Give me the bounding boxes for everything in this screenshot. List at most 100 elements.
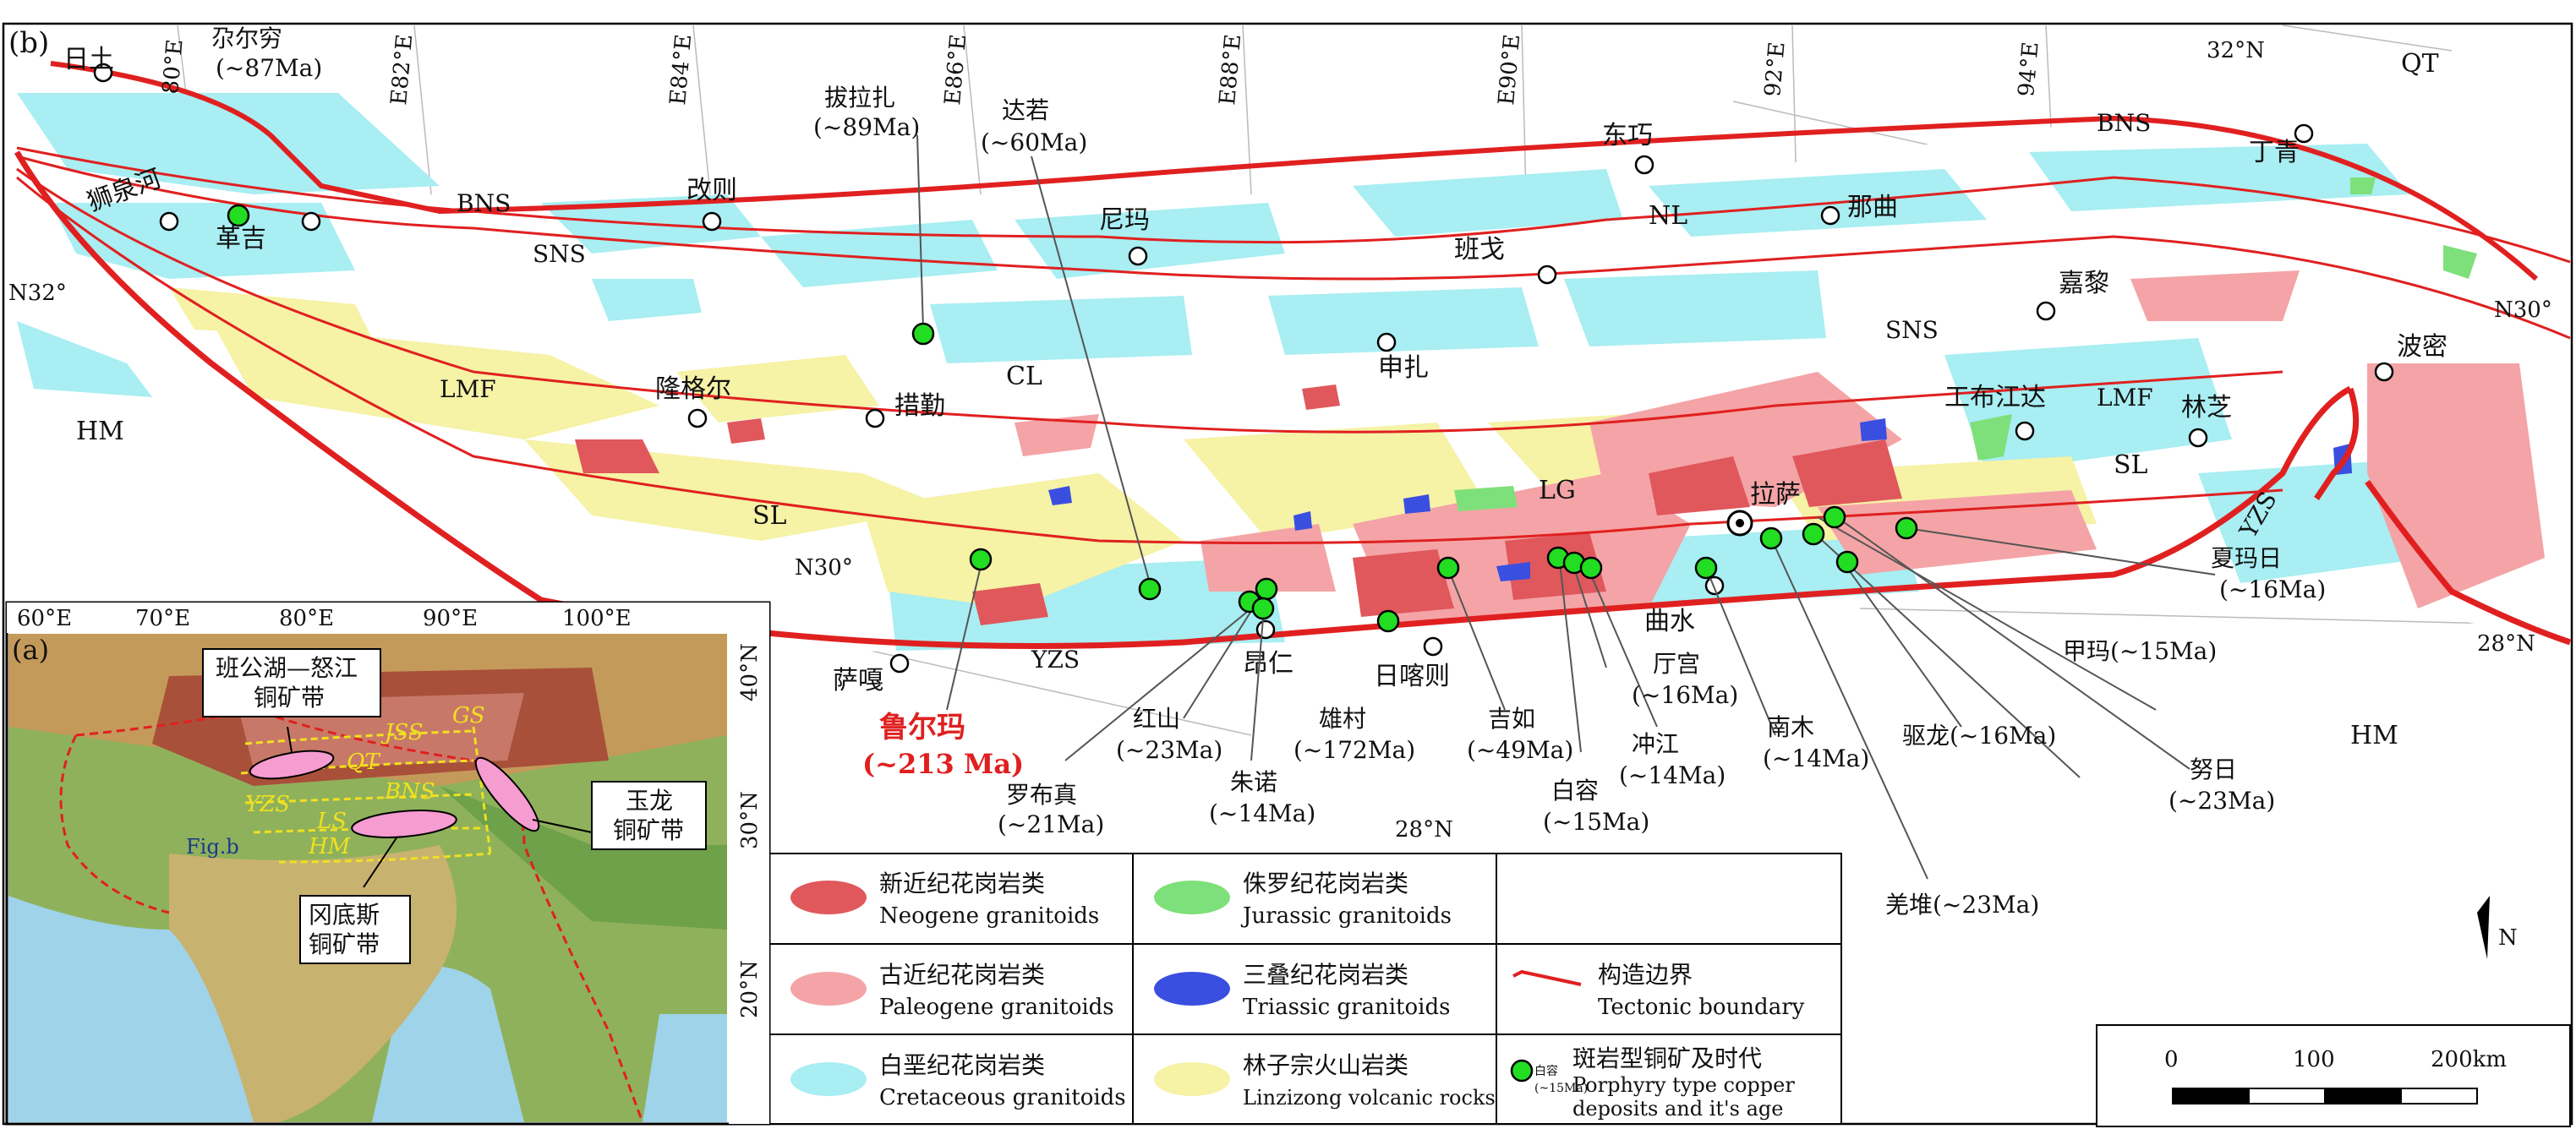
deposit-duoerqiong-name: 尕尔穷: [211, 25, 282, 52]
town-marker: [1634, 155, 1654, 175]
legend-swatch-cretaceous: [790, 1062, 867, 1096]
town-naqu: 那曲: [1847, 193, 1898, 222]
deposit-balazha-name: 拔拉扎: [824, 84, 895, 112]
legend-deposit-cn: 斑岩型铜矿及时代: [1572, 1044, 1762, 1072]
deposit-marker: [227, 204, 250, 227]
inset-bns: BNS: [384, 779, 435, 804]
panel-label-a: (a): [12, 634, 49, 666]
town-gongbujiangda: 工布江达: [1944, 383, 2046, 412]
legend-boundary-en: Tectonic boundary: [1598, 995, 1805, 1020]
legend-deposit-sample-age: (~15Ma): [1534, 1082, 1588, 1095]
inset-yulong-label-2: 铜矿带: [613, 816, 684, 844]
town-marker: [889, 653, 910, 674]
town-marker: [2294, 123, 2314, 144]
legend-swatch-triassic: [1154, 972, 1230, 1006]
town-bomi: 波密: [2397, 332, 2447, 362]
town-marker: [1376, 332, 1397, 352]
terrane-sl-west: SL: [752, 501, 787, 531]
town-dongqiao: 东巧: [1602, 121, 1653, 150]
deposit-marker: [1694, 556, 1718, 580]
deposit-marker: [1251, 597, 1275, 620]
inset-lat-20: 20°N: [737, 960, 763, 1018]
town-marker: [2188, 428, 2208, 448]
town-marker: [1537, 265, 1557, 285]
legend-deposit-sample-name: 白容: [1534, 1064, 1558, 1078]
terrane-qt: QT: [2401, 49, 2439, 79]
town-dingqing: 丁青: [2249, 138, 2300, 167]
deposit-duoerqiong-age: (~87Ma): [216, 54, 322, 82]
deposit-bairong-name: 白容: [1551, 777, 1599, 804]
inset-bangong-label-2: 铜矿带: [254, 684, 325, 712]
legend-triassic-en: Triassic granitoids: [1243, 995, 1450, 1020]
legend-neogene-en: Neogene granitoids: [879, 903, 1099, 929]
deposit-nanmu-name: 南木: [1767, 713, 1814, 741]
deposit-bairong-age: (~15Ma): [1543, 808, 1649, 836]
legend-linzizong-cn: 林子宗火山岩类: [1243, 1051, 1408, 1079]
town-marker: [93, 63, 113, 83]
deposit-daruo-name: 达若: [1002, 96, 1049, 124]
inset-lon-100: 100°E: [562, 606, 632, 631]
town-marker: [2374, 362, 2394, 382]
inset-bangong-belt: [249, 750, 335, 780]
legend-deposit-en-2: deposits and it's age: [1572, 1097, 1783, 1121]
deposit-jiama: 甲玛(~15Ma): [2063, 637, 2217, 665]
town-linzhi: 林芝: [2181, 393, 2232, 423]
town-rikaze: 日喀则: [1374, 662, 1450, 691]
town-marker: [159, 211, 179, 232]
deposit-marker: [1579, 556, 1603, 580]
inset-lat-labels: 40°N 30°N 20°N: [737, 643, 763, 1018]
town-marker: [687, 408, 708, 428]
lat-30n-right: N30°: [2494, 297, 2552, 323]
label-lmf-west: LMF: [440, 375, 496, 403]
terrane-lg: LG: [1539, 476, 1576, 505]
terrane-hm-west: HM: [76, 417, 124, 446]
legend-swatch-paleogene: [790, 972, 867, 1006]
deposit-marker: [1823, 505, 1846, 529]
town-marker: [865, 408, 885, 428]
deposit-tinggong-name: 厅宫: [1653, 650, 1700, 678]
inset-sea-west: [8, 896, 254, 1122]
legend-cretaceous-cn: 白垩纪花岗岩类: [879, 1051, 1045, 1079]
deposit-luerma-age: (~213 Ma): [862, 748, 1024, 780]
inset-fig-label: Fig.b: [186, 835, 239, 859]
town-ritu: 日土: [63, 45, 114, 74]
inset-lat-30: 30°N: [737, 791, 763, 849]
deposit-nanmu-age: (~14Ma): [1763, 744, 1869, 772]
inset-yulong-belt: [474, 756, 540, 832]
inset-gangdese-belt: [351, 810, 457, 838]
town-marker: [1704, 575, 1725, 596]
terrane-nl: NL: [1649, 201, 1687, 231]
town-geji: 革吉: [216, 224, 266, 254]
deposit-xiongcun-name: 雄村: [1319, 705, 1366, 733]
town-cuoqin: 措勤: [894, 391, 945, 421]
town-shenza: 申扎: [1378, 353, 1429, 383]
label-lmf-east: LMF: [2097, 384, 2153, 412]
inset-bangong-label-1: 班公湖—怒江: [216, 654, 358, 682]
lon-84: E84°E: [665, 33, 697, 106]
town-marker: [1423, 636, 1443, 657]
north-arrow: N: [2477, 896, 2518, 959]
town-marker: [2015, 421, 2035, 441]
lon-94: 94°E: [2014, 41, 2044, 97]
inset-map: JSS QT BNS LS YZS HM GS Fig.b 班公湖—怒江 铜矿带…: [5, 601, 771, 1126]
label-yzs-west: YZS: [1031, 646, 1080, 674]
legend-swatch-linzizong: [1154, 1062, 1230, 1096]
town-marker: [2036, 301, 2056, 321]
deposit-marker: [1255, 577, 1278, 601]
deposit-marker: [1759, 526, 1783, 550]
inset-yzs: YZS: [245, 792, 290, 817]
legend-boundary-cn: 构造边界: [1598, 961, 1693, 989]
legend-swatch-neogene: [790, 881, 867, 914]
town-gaize: 改则: [686, 176, 737, 205]
town-longgeer: 隆格尔: [655, 374, 731, 404]
lat-32n-left: N32°: [8, 281, 67, 306]
deposit-balazha-age: (~89Ma): [813, 113, 920, 141]
legend-deposit-en-1: Porphyry type copper: [1572, 1073, 1795, 1097]
deposit-xiamari-name: 夏玛日: [2211, 544, 2282, 572]
longitude-labels: 80°E E82°E E84°E E86°E E88°E E90°E 92°E …: [158, 33, 2044, 106]
inset-gs: GS: [452, 703, 485, 728]
deposit-marker: [1436, 556, 1460, 580]
town-lasa: 拉萨: [1750, 480, 1801, 510]
legend-paleogene-cn: 古近纪花岗岩类: [879, 961, 1045, 989]
deposit-jiru-name: 吉如: [1488, 705, 1535, 733]
